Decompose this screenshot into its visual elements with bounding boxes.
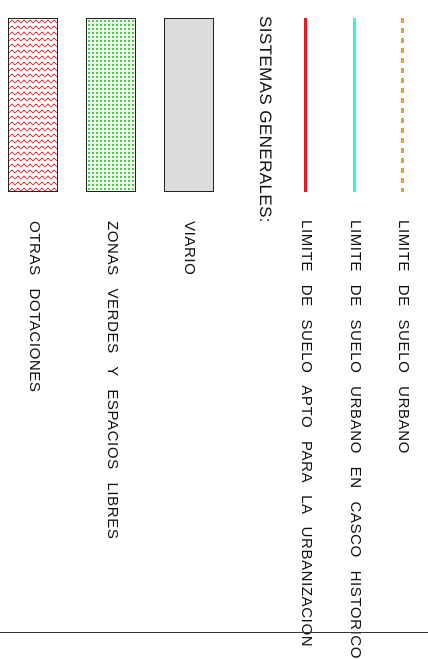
legend-label-urban-limit: LIMITE DE SUELO URBANO [395,220,412,454]
cyan-line-sample [353,18,356,192]
red-line-sample [304,18,307,192]
legend-label-green-spaces: ZONAS VERDES Y ESPACIOS LIBRES [104,221,121,540]
frame-divider [0,632,428,633]
zigzag-pattern [9,19,57,191]
green-spaces-swatch [86,18,136,192]
legend-label-viario: VIARIO [181,221,198,276]
section-heading: SISTEMAS GENERALES: [256,16,275,223]
dashed-orange-line-sample [401,18,404,192]
legend-label-other-facilities: OTRAS DOTACIONES [26,221,43,393]
legend-label-urbanizable-limit: LIMITE DE SUELO APTO PARA LA URBANIZACIO… [298,220,315,648]
viario-swatch [164,18,214,192]
other-facilities-swatch [8,18,58,192]
legend-label-historic-limit: LIMITE DE SUELO URBANO EN CASCO HISTORIC… [347,220,364,659]
